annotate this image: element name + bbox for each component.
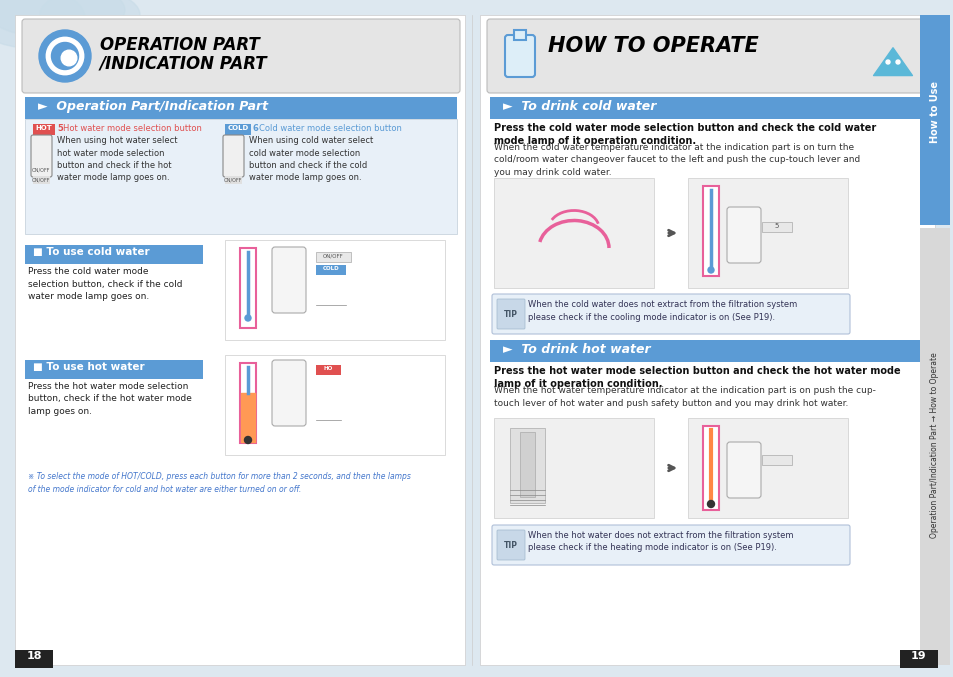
Bar <box>25 97 456 119</box>
Bar <box>490 97 926 119</box>
FancyBboxPatch shape <box>504 35 535 77</box>
Text: HOT: HOT <box>35 125 52 131</box>
Text: When the hot water does not extract from the filtration system
please check if t: When the hot water does not extract from… <box>527 531 793 552</box>
Bar <box>761 222 791 232</box>
Text: OPERATION PART: OPERATION PART <box>100 36 259 54</box>
Bar <box>510 428 544 503</box>
Bar <box>240 363 255 443</box>
Text: When the hot water temperature indicator at the indication part is on push the c: When the hot water temperature indicator… <box>494 386 875 408</box>
Text: TIP: TIP <box>503 310 517 319</box>
FancyBboxPatch shape <box>726 207 760 263</box>
Bar <box>225 240 444 340</box>
FancyBboxPatch shape <box>726 442 760 498</box>
Bar <box>315 265 346 275</box>
Bar <box>494 178 654 288</box>
Text: ON/OFF: ON/OFF <box>31 177 51 182</box>
Bar <box>919 15 949 225</box>
Ellipse shape <box>0 0 125 38</box>
Circle shape <box>244 437 252 443</box>
Text: ►  To drink cold water: ► To drink cold water <box>502 100 656 113</box>
Text: ■ To use hot water: ■ To use hot water <box>33 362 145 372</box>
Bar <box>519 432 535 497</box>
Bar <box>25 119 456 234</box>
Text: Press the cold water mode selection button and check the cold water
mode lamp of: Press the cold water mode selection butt… <box>494 123 876 146</box>
Bar <box>225 124 251 135</box>
FancyBboxPatch shape <box>272 247 306 313</box>
Bar <box>490 340 926 362</box>
Text: ON/OFF: ON/OFF <box>322 253 343 258</box>
Text: Press the cold water mode
selection button, check if the cold
water mode lamp go: Press the cold water mode selection butt… <box>28 267 182 301</box>
FancyBboxPatch shape <box>272 360 306 426</box>
Text: Press the hot water mode selection
button, check if the hot water mode
lamp goes: Press the hot water mode selection butto… <box>28 382 192 416</box>
Text: How to Use: How to Use <box>929 81 939 143</box>
Text: When using hot water select
hot water mode selection
button and check if the hot: When using hot water select hot water mo… <box>57 136 177 183</box>
Bar <box>687 418 847 518</box>
Bar <box>687 178 847 288</box>
Bar <box>225 176 242 184</box>
Circle shape <box>61 50 77 66</box>
Ellipse shape <box>40 0 140 40</box>
Text: When using cold water select
cold water mode selection
button and check if the c: When using cold water select cold water … <box>249 136 373 183</box>
FancyBboxPatch shape <box>486 19 929 93</box>
Text: ►  To drink hot water: ► To drink hot water <box>502 343 650 356</box>
Bar <box>225 355 444 455</box>
Bar <box>315 365 340 375</box>
Bar <box>15 650 53 668</box>
Text: 19: 19 <box>910 651 926 661</box>
Bar <box>702 186 719 276</box>
Circle shape <box>39 30 91 82</box>
Text: COLD: COLD <box>322 266 339 271</box>
Circle shape <box>245 315 251 321</box>
Text: ON/OFF: ON/OFF <box>224 177 242 182</box>
Bar <box>33 124 55 135</box>
Circle shape <box>51 43 78 70</box>
Text: Cold water mode selection button: Cold water mode selection button <box>258 124 401 133</box>
Text: 6: 6 <box>253 124 258 133</box>
Bar <box>315 252 351 262</box>
FancyBboxPatch shape <box>497 530 524 560</box>
Text: Hot water mode selection button: Hot water mode selection button <box>63 124 202 133</box>
FancyBboxPatch shape <box>22 19 459 93</box>
Bar <box>761 455 791 465</box>
Text: ※ To select the mode of HOT/COLD, press each button for more than 2 seconds, and: ※ To select the mode of HOT/COLD, press … <box>28 472 411 494</box>
Circle shape <box>47 37 84 74</box>
FancyBboxPatch shape <box>492 525 849 565</box>
Text: ON/OFF: ON/OFF <box>31 168 51 173</box>
Text: 5: 5 <box>774 223 779 229</box>
Bar <box>479 15 934 665</box>
Ellipse shape <box>0 0 85 48</box>
Text: HOW TO OPERATE: HOW TO OPERATE <box>547 36 758 56</box>
Bar <box>240 248 255 328</box>
Text: ►  Operation Part/Indication Part: ► Operation Part/Indication Part <box>38 100 268 113</box>
Circle shape <box>707 267 713 273</box>
FancyBboxPatch shape <box>497 299 524 329</box>
Bar <box>25 360 203 379</box>
Text: ■ To use cold water: ■ To use cold water <box>33 247 150 257</box>
Text: COLD: COLD <box>227 125 249 131</box>
Circle shape <box>885 60 889 64</box>
Bar <box>33 176 50 184</box>
Circle shape <box>895 60 899 64</box>
Text: Press the hot water mode selection button and check the hot water mode
lamp of i: Press the hot water mode selection butto… <box>494 366 900 389</box>
Bar <box>899 650 937 668</box>
FancyBboxPatch shape <box>492 294 849 334</box>
FancyBboxPatch shape <box>223 135 244 177</box>
Text: /INDICATION PART: /INDICATION PART <box>100 54 268 72</box>
Bar <box>15 15 464 665</box>
Bar <box>25 245 203 264</box>
Text: 18: 18 <box>27 651 42 661</box>
Text: 5: 5 <box>57 124 63 133</box>
FancyArrowPatch shape <box>873 48 911 76</box>
Text: When the cold water does not extract from the filtration system
please check if : When the cold water does not extract fro… <box>527 300 797 322</box>
Bar <box>702 426 719 510</box>
Bar <box>494 418 654 518</box>
Text: HO: HO <box>323 366 333 371</box>
Text: TIP: TIP <box>503 541 517 550</box>
Bar <box>919 228 949 665</box>
FancyBboxPatch shape <box>30 135 52 177</box>
Text: Operation Part/Indication Part → How to Operate: Operation Part/Indication Part → How to … <box>929 352 939 538</box>
Text: When the cold water temperature indicator at the indication part is on turn the
: When the cold water temperature indicato… <box>494 143 860 177</box>
Circle shape <box>707 500 714 508</box>
Bar <box>514 30 525 40</box>
